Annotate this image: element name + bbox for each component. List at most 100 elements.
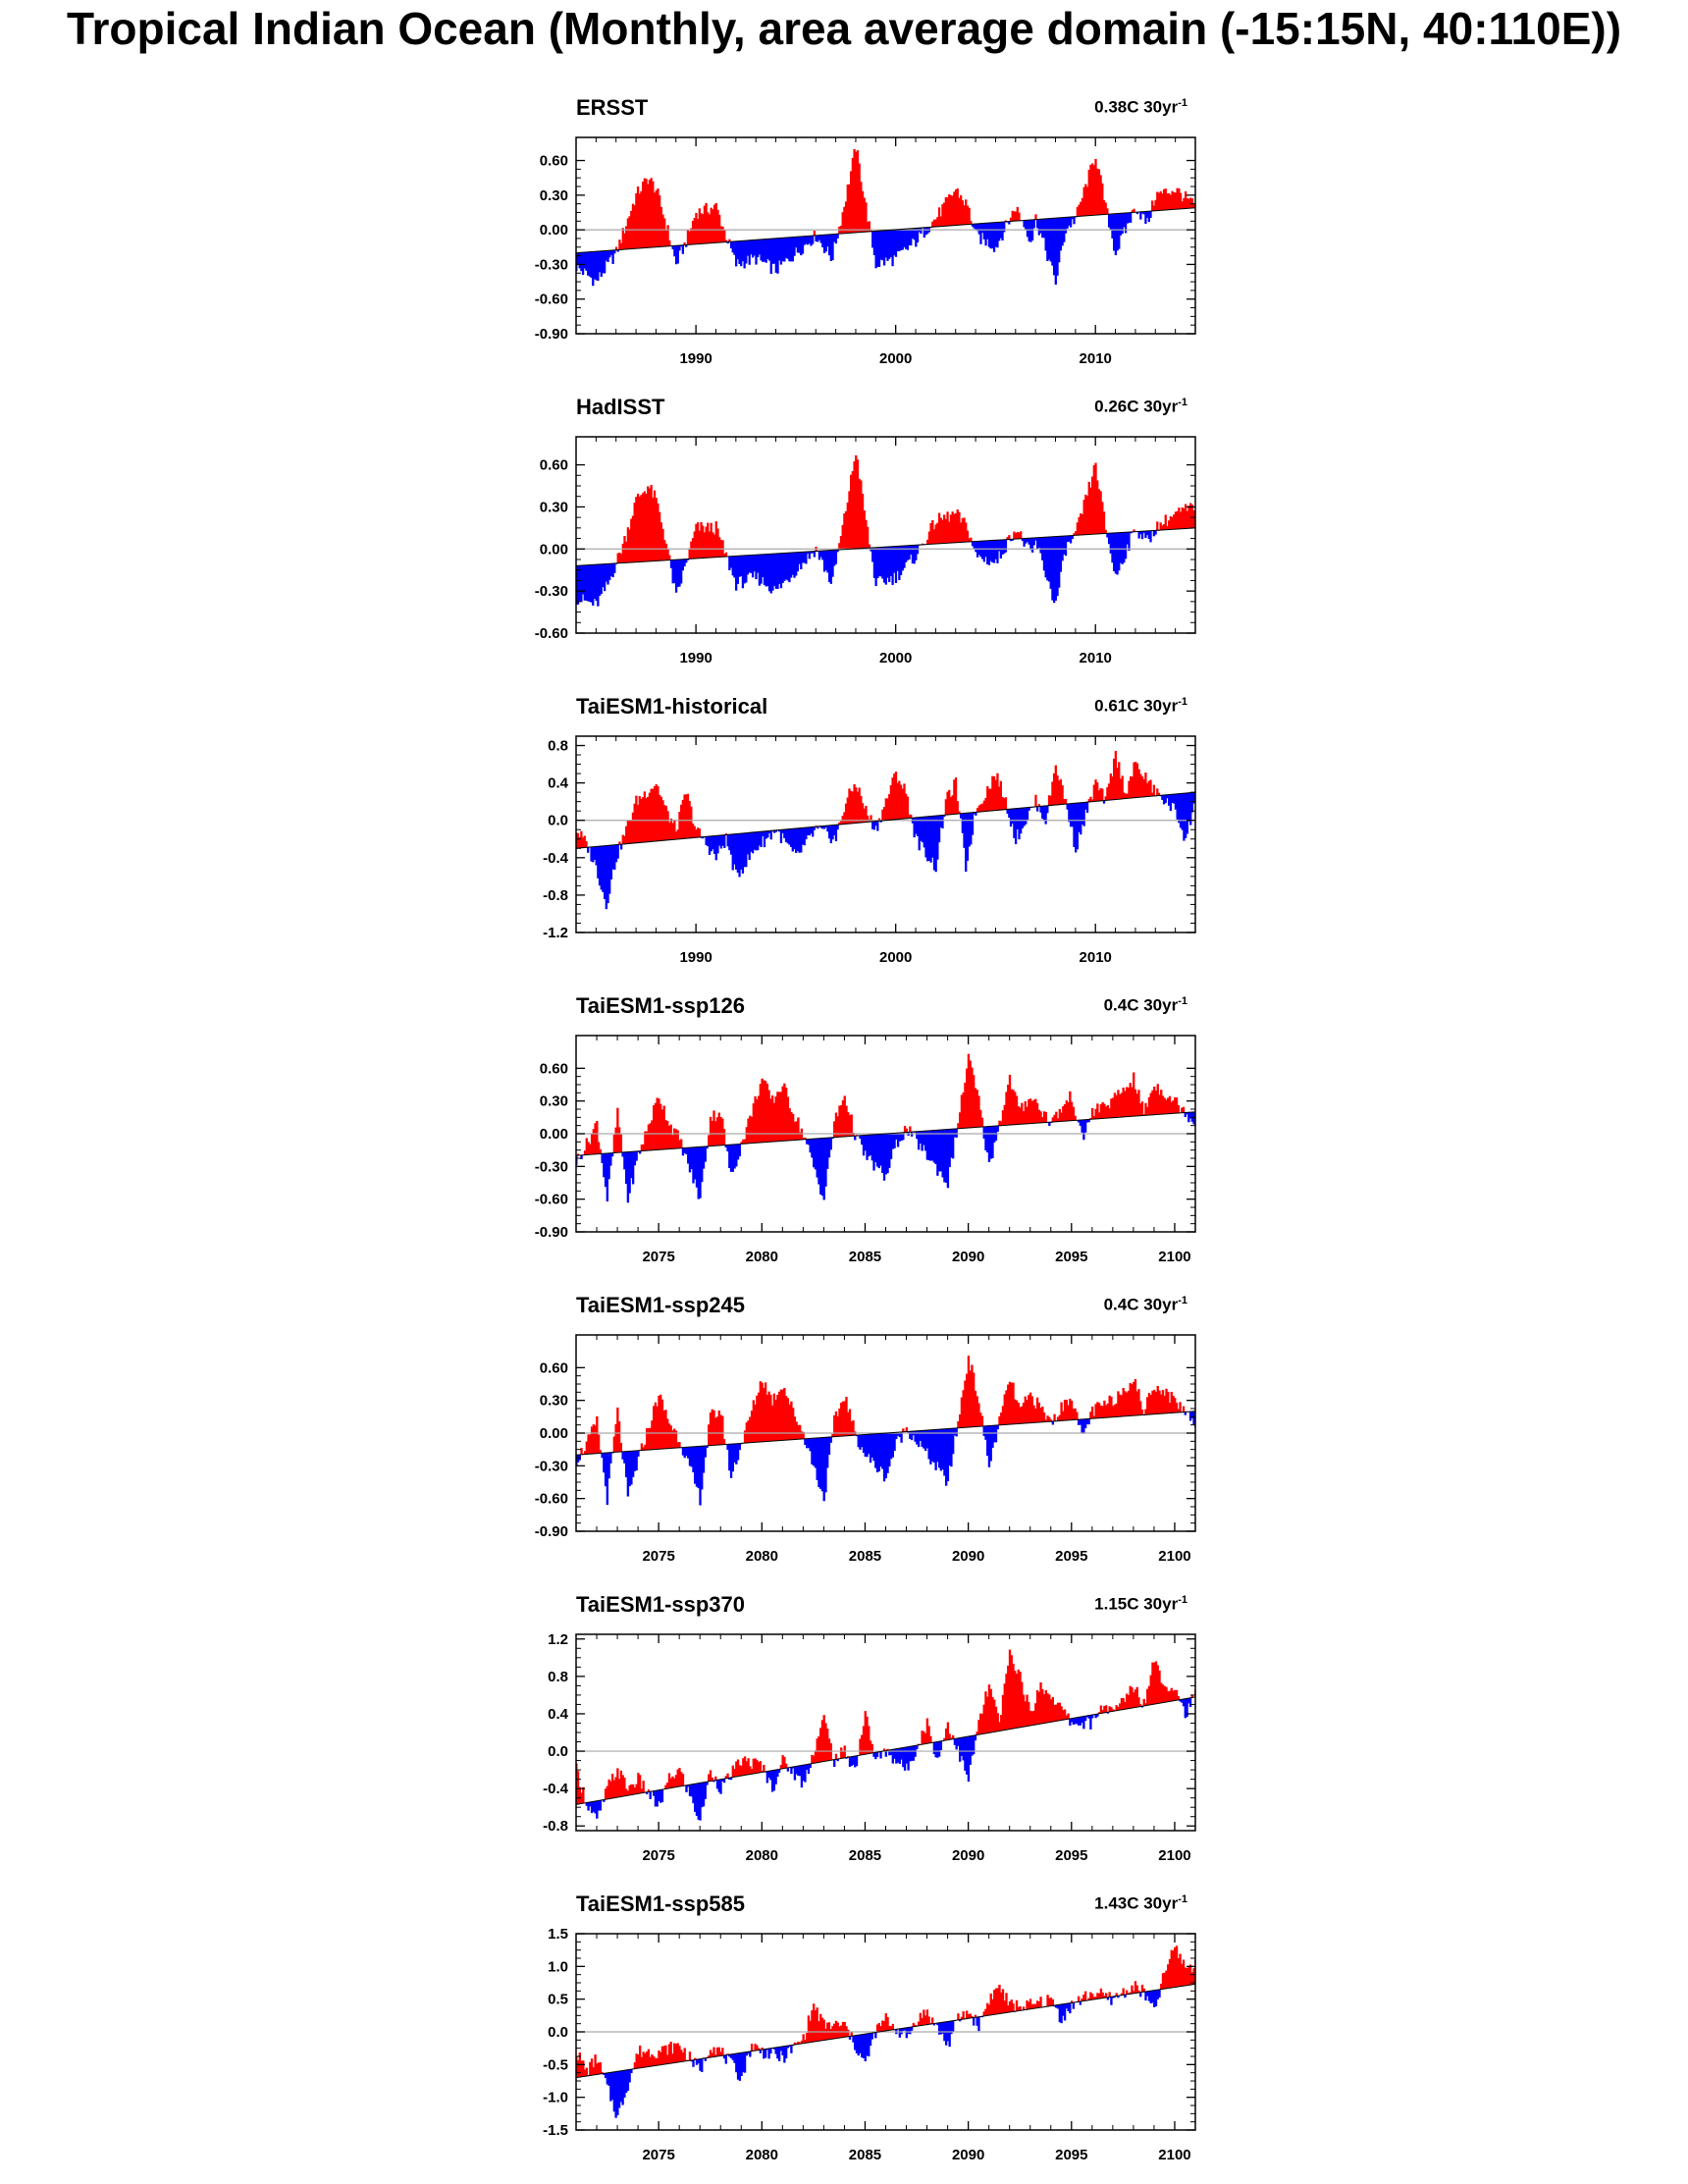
anomaly-bar xyxy=(580,565,583,603)
anomaly-bar xyxy=(1106,1997,1110,2000)
anomaly-bar xyxy=(616,844,619,859)
anomaly-bar xyxy=(861,1434,864,1448)
anomaly-bar xyxy=(1008,2000,1012,2012)
anomaly-bar xyxy=(769,830,772,840)
anomaly-bar xyxy=(1126,1087,1129,1117)
anomaly-bar xyxy=(1129,1992,1132,1995)
anomaly-bar xyxy=(693,826,696,838)
anomaly-bar xyxy=(789,237,793,262)
anomaly-bar xyxy=(1101,1101,1104,1119)
anomaly-bar xyxy=(1145,530,1149,536)
anomaly-bar xyxy=(826,826,829,832)
anomaly-bar xyxy=(826,1729,829,1761)
anomaly-bar xyxy=(1067,1713,1070,1720)
anomaly-bar xyxy=(1131,210,1134,213)
anomaly-bar xyxy=(954,777,958,815)
anomaly-bar xyxy=(621,1451,624,1460)
y-tick-label: 0.00 xyxy=(540,222,568,239)
anomaly-bar xyxy=(959,194,963,226)
anomaly-bar xyxy=(1134,1689,1137,1708)
anomaly-bar xyxy=(1172,1950,1175,1988)
anomaly-bar xyxy=(889,2026,893,2031)
anomaly-bar xyxy=(1070,1101,1074,1121)
anomaly-bar xyxy=(923,1131,925,1145)
anomaly-bar xyxy=(992,222,996,252)
anomaly-bar xyxy=(932,1429,936,1464)
anomaly-bar xyxy=(1008,1649,1012,1730)
anomaly-bar xyxy=(931,520,934,545)
anomaly-bar xyxy=(1029,1392,1032,1423)
anomaly-bar xyxy=(736,240,739,260)
anomaly-bar xyxy=(705,202,708,244)
anomaly-bar xyxy=(696,218,700,244)
anomaly-bar xyxy=(748,832,751,861)
anomaly-bar xyxy=(708,531,712,559)
anomaly-bar xyxy=(683,794,686,839)
anomaly-bar xyxy=(958,511,961,543)
anomaly-bar xyxy=(1170,1101,1173,1114)
anomaly-bar xyxy=(987,223,991,247)
anomaly-bar xyxy=(1046,537,1049,581)
anomaly-bar xyxy=(636,493,640,562)
anomaly-bar xyxy=(1190,1694,1193,1698)
anomaly-bar xyxy=(1075,531,1078,536)
anomaly-bar xyxy=(745,832,748,868)
anomaly-bar xyxy=(957,1737,960,1746)
anomaly-bar xyxy=(800,827,803,853)
anomaly-bar xyxy=(1160,1090,1163,1115)
anomaly-bar xyxy=(987,1425,991,1467)
anomaly-bar xyxy=(1116,532,1119,575)
y-tick-label: 0.5 xyxy=(548,1992,568,2008)
anomaly-bar xyxy=(1120,1395,1124,1417)
anomaly-bar xyxy=(829,825,832,844)
anomaly-bar xyxy=(680,1772,683,1786)
anomaly-bar xyxy=(1162,524,1166,530)
anomaly-bar xyxy=(1069,1091,1072,1121)
anomaly-bar xyxy=(724,833,728,835)
anomaly-bar xyxy=(912,2022,916,2027)
anomaly-bar xyxy=(1113,758,1116,800)
anomaly-bar xyxy=(686,230,690,245)
anomaly-bar xyxy=(989,1425,992,1462)
anomaly-bar xyxy=(600,563,603,595)
anomaly-bar xyxy=(1106,533,1109,538)
anomaly-bar xyxy=(1123,532,1126,563)
anomaly-bar xyxy=(631,203,635,249)
anomaly-bar xyxy=(1069,1719,1072,1726)
anomaly-bar xyxy=(747,1118,750,1144)
anomaly-bar xyxy=(614,2071,617,2118)
anomaly-bar xyxy=(963,205,966,225)
anomaly-bar xyxy=(939,216,942,227)
anomaly-bar xyxy=(1106,1104,1110,1119)
anomaly-bar xyxy=(929,1429,932,1465)
anomaly-bar xyxy=(932,529,936,545)
anomaly-bar xyxy=(859,1738,862,1756)
anomaly-bar xyxy=(587,251,590,276)
anomaly-bar xyxy=(875,1134,879,1167)
anomaly-bar xyxy=(936,217,939,227)
anomaly-bar xyxy=(669,819,673,840)
anomaly-bar xyxy=(760,554,763,584)
anomaly-bar xyxy=(738,556,741,577)
anomaly-bar xyxy=(1182,1959,1186,1987)
anomaly-bar xyxy=(848,2036,852,2040)
anomaly-bar xyxy=(1164,514,1167,530)
anomaly-bar xyxy=(944,1129,948,1183)
anomaly-bar xyxy=(806,236,810,245)
anomaly-bar xyxy=(989,1688,992,1733)
anomaly-bar xyxy=(872,547,876,578)
anomaly-bar xyxy=(640,1788,644,1793)
anomaly-bar xyxy=(673,1428,676,1449)
anomaly-bar xyxy=(817,235,819,242)
anomaly-bar xyxy=(1149,211,1152,218)
x-tick-label: 2085 xyxy=(849,1548,881,1565)
anomaly-bar xyxy=(1113,1404,1117,1417)
anomaly-bar xyxy=(1151,1990,1154,2003)
anomaly-bar xyxy=(1133,1692,1135,1708)
anomaly-bar xyxy=(1104,1106,1108,1119)
anomaly-bar xyxy=(606,2072,609,2085)
anomaly-bar xyxy=(668,555,671,560)
anomaly-bar xyxy=(850,171,853,234)
anomaly-bar xyxy=(852,1132,855,1137)
anomaly-bar xyxy=(1070,1401,1074,1420)
